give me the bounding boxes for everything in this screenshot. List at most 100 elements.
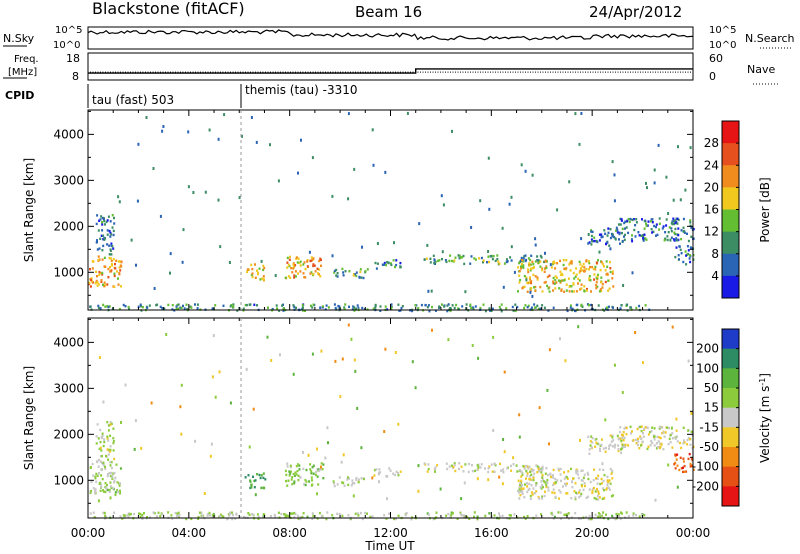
echo-cell (327, 441, 329, 445)
echo-cell (611, 277, 614, 280)
echo-cell (163, 307, 166, 310)
echo-cell (547, 489, 550, 492)
echo-cell (590, 238, 593, 241)
echo-cell (643, 514, 646, 517)
echo-cell (603, 309, 606, 312)
echo-cell (339, 395, 342, 399)
echo-cell (110, 486, 113, 490)
echo-cell (113, 216, 115, 220)
echo-cell (393, 241, 395, 245)
echo-cell (119, 482, 122, 485)
echo-cell (278, 309, 281, 312)
echo-cell (598, 496, 601, 499)
echo-cell (610, 440, 613, 443)
echo-cell (618, 223, 620, 226)
echo-cell (454, 256, 457, 259)
echo-cell (620, 218, 623, 221)
echo-cell (297, 463, 300, 466)
echo-cell (102, 217, 105, 220)
echo-cell (540, 487, 543, 490)
echo-cell (316, 492, 318, 496)
echo-cell (326, 511, 329, 514)
echo-cell (671, 220, 674, 223)
echo-cell (512, 456, 515, 460)
echo-cell (100, 449, 103, 452)
echo-cell (528, 477, 531, 481)
echo-cell (98, 247, 101, 250)
echo-cell (295, 306, 297, 310)
echo-cell (573, 277, 576, 280)
echo-cell (286, 514, 289, 517)
echo-cell (312, 257, 315, 260)
echo-cell (675, 246, 678, 249)
echo-cell (602, 487, 604, 490)
echo-cell (530, 280, 533, 283)
echo-cell (526, 482, 529, 485)
echo-cell (683, 464, 686, 468)
echo-cell (297, 478, 300, 482)
echo-cell (687, 436, 690, 440)
echo-cell (106, 305, 109, 308)
echo-cell (100, 468, 103, 472)
echo-cell (287, 514, 290, 518)
echo-cell (609, 228, 612, 231)
echo-cell (325, 304, 328, 307)
echo-cell (631, 240, 634, 243)
echo-cell (679, 198, 682, 202)
echo-cell (541, 268, 544, 272)
echo-cell (525, 464, 528, 468)
echo-cell (578, 279, 581, 282)
echo-cell (664, 231, 667, 234)
echo-cell (606, 306, 609, 309)
echo-cell (501, 226, 504, 230)
echo-cell (462, 470, 465, 473)
echo-cell (546, 260, 548, 263)
echo-cell (580, 112, 583, 115)
echo-cell (596, 494, 599, 498)
echo-cell (135, 263, 137, 267)
echo-cell (588, 278, 591, 282)
echo-cell (578, 491, 580, 494)
echo-cell (595, 437, 598, 441)
echo-cell (638, 304, 641, 308)
echo-cell (96, 423, 99, 426)
echo-cell (100, 474, 103, 477)
echo-cell (331, 194, 334, 198)
echo-cell (89, 466, 92, 469)
echo-cell (620, 304, 623, 307)
echo-cell (312, 514, 315, 518)
echo-cell (544, 251, 546, 255)
echo-cell (103, 256, 106, 259)
echo-cell (528, 482, 531, 486)
echo-cell (343, 306, 346, 309)
echo-cell (530, 306, 533, 309)
colorbar-swatch (722, 209, 739, 233)
echo-cell (618, 232, 621, 235)
echo-cell (588, 275, 591, 278)
echo-cell (649, 443, 652, 447)
echo-cell (642, 237, 645, 240)
echo-cell (662, 431, 665, 434)
echo-cell (289, 255, 291, 259)
echo-cell (106, 437, 109, 440)
echo-cell (293, 305, 296, 308)
echo-cell (100, 483, 103, 486)
echo-cell (433, 258, 436, 261)
echo-cell (320, 349, 323, 353)
echo-cell (97, 283, 100, 286)
echo-cell (583, 266, 586, 269)
echo-cell (632, 439, 635, 442)
echo-cell (488, 512, 491, 515)
echo-cell (506, 260, 509, 263)
echo-cell (286, 484, 289, 487)
echo-cell (560, 479, 562, 483)
echo-cell (311, 512, 314, 515)
echo-cell (282, 307, 285, 311)
echo-cell (400, 306, 403, 310)
echo-cell (304, 478, 307, 482)
echo-cell (100, 234, 103, 237)
echo-cell (673, 231, 676, 234)
echo-cell (565, 492, 568, 495)
